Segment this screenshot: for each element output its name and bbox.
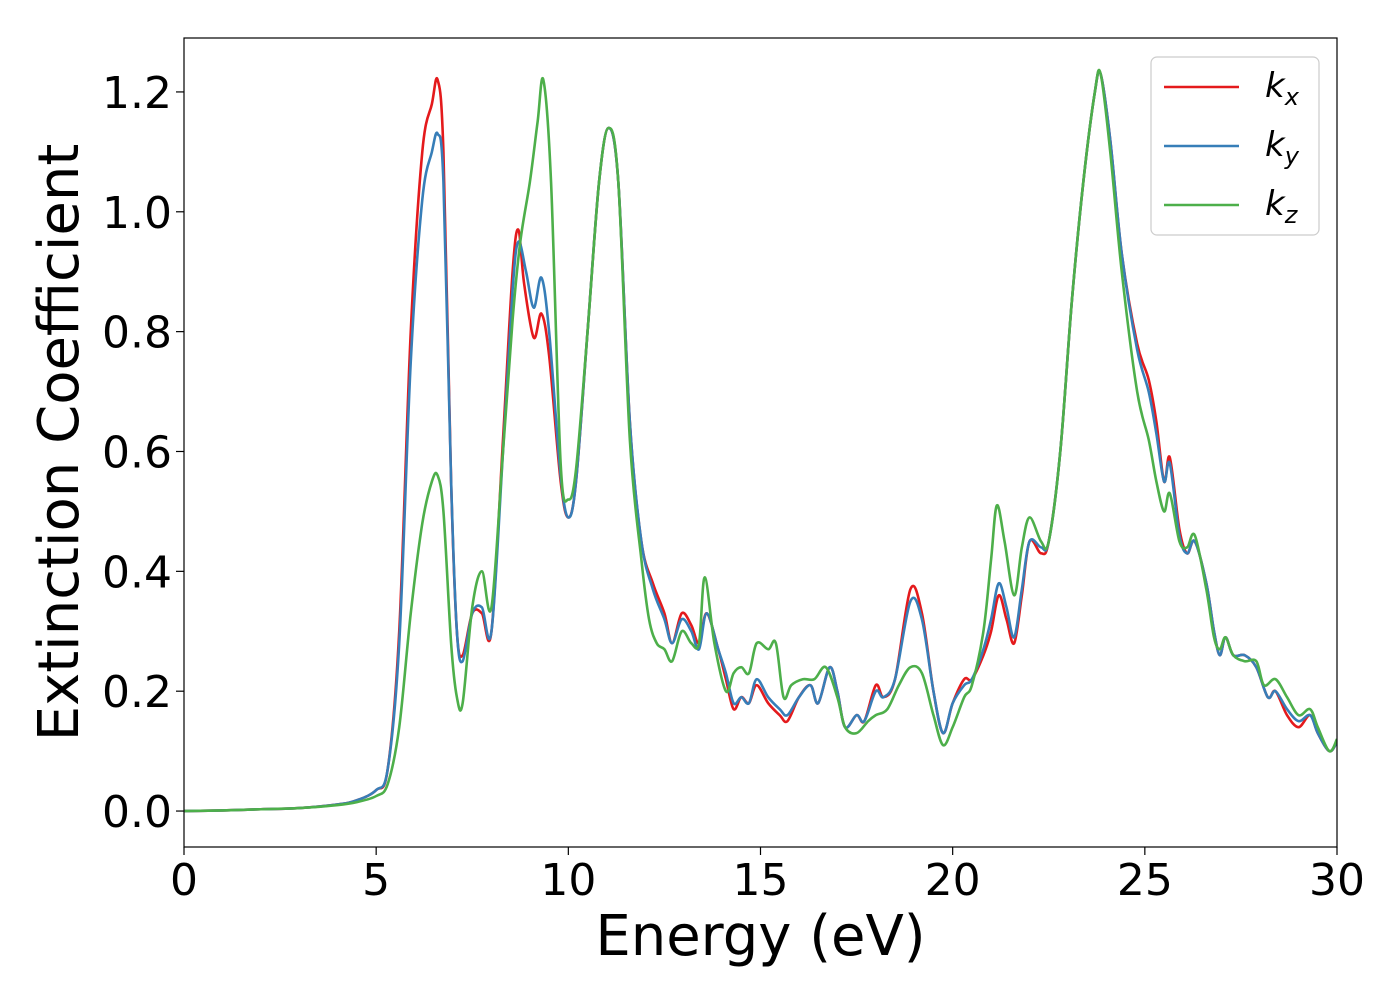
y-tick-label: 0.0 bbox=[102, 787, 172, 838]
legend: kx ky kz bbox=[1150, 56, 1320, 236]
series-line-ky bbox=[184, 69, 1337, 813]
x-tick-label: 10 bbox=[540, 855, 596, 906]
y-tick-label: 1.2 bbox=[102, 68, 172, 119]
x-tick-label: 25 bbox=[1117, 855, 1173, 906]
x-tick-label: 20 bbox=[925, 855, 981, 906]
x-axis: 0 5 10 15 20 25 30 bbox=[170, 847, 1365, 906]
y-tick-label: 1.0 bbox=[102, 188, 172, 239]
legend-label-ky: ky bbox=[1265, 125, 1300, 170]
x-tick-label: 30 bbox=[1309, 855, 1365, 906]
legend-label-kx: kx bbox=[1265, 66, 1300, 111]
x-axis-title: Energy (eV) bbox=[595, 904, 925, 969]
y-tick-label: 0.8 bbox=[102, 308, 172, 359]
x-tick-label: 5 bbox=[362, 855, 390, 906]
y-tick-label: 0.4 bbox=[102, 547, 172, 598]
x-tick-label: 15 bbox=[733, 855, 789, 906]
series-line-kz bbox=[184, 68, 1337, 813]
x-tick-label: 0 bbox=[170, 855, 198, 906]
y-tick-label: 0.2 bbox=[102, 667, 172, 718]
y-tick-label: 0.6 bbox=[102, 427, 172, 478]
series-layer bbox=[184, 68, 1337, 813]
y-axis: 0.0 0.2 0.4 0.6 0.8 1.0 1.2 bbox=[102, 68, 184, 838]
legend-label-kz: kz bbox=[1265, 184, 1299, 229]
y-axis-title: Extinction Coefficient bbox=[27, 144, 92, 742]
